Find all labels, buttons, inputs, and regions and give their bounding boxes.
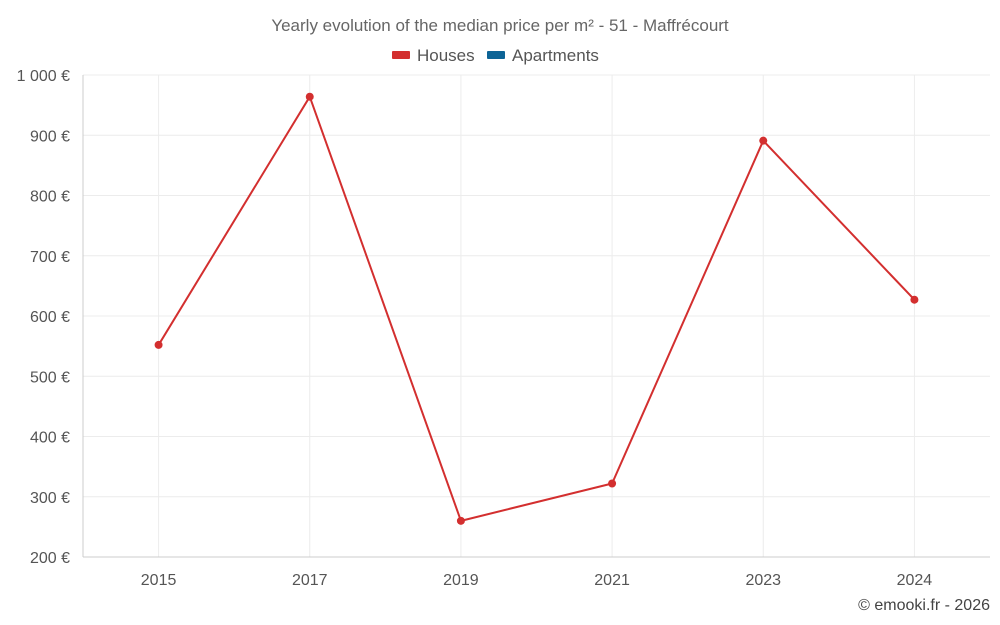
data-point-houses[interactable]	[910, 295, 919, 304]
chart-title: Yearly evolution of the median price per…	[271, 16, 729, 35]
y-tick-label: 900 €	[30, 128, 70, 145]
y-tick-label: 300 €	[30, 490, 70, 507]
y-tick-label: 1 000 €	[17, 68, 70, 85]
x-tick-label: 2017	[292, 572, 328, 589]
x-axis: 2015 2017 2019 2021 2023 2024	[83, 556, 990, 589]
x-tick-label: 2015	[141, 572, 177, 589]
y-tick-label: 700 €	[30, 249, 70, 266]
y-tick-label: 400 €	[30, 430, 70, 447]
series-line-houses	[157, 95, 916, 522]
x-tick-label: 2021	[594, 572, 630, 589]
data-point-houses[interactable]	[154, 340, 163, 349]
legend-item-houses[interactable]: Houses	[392, 46, 475, 65]
legend: Houses Apartments	[392, 46, 599, 65]
legend-swatch-houses	[392, 51, 410, 59]
y-tick-label: 600 €	[30, 309, 70, 326]
grid	[83, 74, 990, 558]
legend-label-apartments: Apartments	[512, 46, 599, 65]
x-tick-label: 2024	[897, 572, 933, 589]
y-tick-label: 800 €	[30, 189, 70, 206]
legend-swatch-apartments	[487, 51, 505, 59]
y-tick-label: 500 €	[30, 369, 70, 386]
legend-item-apartments[interactable]: Apartments	[487, 46, 599, 65]
data-point-houses[interactable]	[305, 92, 314, 101]
data-point-houses[interactable]	[759, 136, 768, 145]
y-tick-label: 200 €	[30, 550, 70, 567]
x-tick-label: 2019	[443, 572, 479, 589]
series-layer	[154, 92, 919, 525]
legend-label-houses: Houses	[417, 46, 475, 65]
data-point-houses[interactable]	[456, 516, 465, 525]
credit-text: © emooki.fr - 2026	[858, 597, 990, 614]
data-point-houses[interactable]	[608, 479, 617, 488]
y-axis: 200 € 300 € 400 € 500 € 600 € 700 € 800 € 900 €…	[17, 68, 84, 567]
x-tick-label: 2023	[745, 572, 781, 589]
